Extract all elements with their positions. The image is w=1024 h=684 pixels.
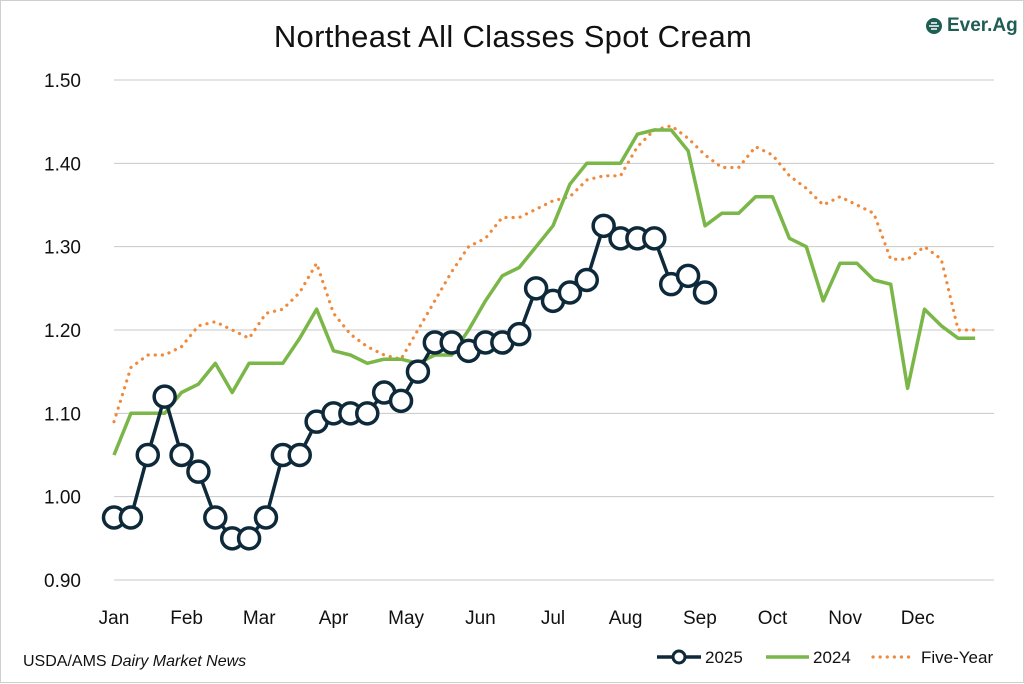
- series-point-2025: [169, 442, 194, 468]
- x-tick-label: Jun: [465, 608, 496, 629]
- series-point-2025: [692, 280, 718, 305]
- series-point-2025: [152, 384, 177, 409]
- series-line-five-year: [112, 124, 977, 424]
- y-tick-label: 1.40: [44, 154, 81, 175]
- legend-label-2024: 2024: [813, 648, 851, 667]
- series-line-2025: [114, 224, 707, 541]
- x-tick-label: Sep: [683, 608, 717, 629]
- series-point-2025: [287, 442, 312, 468]
- x-tick-label: Dec: [901, 608, 935, 629]
- legend-label-five-year: Five-Year: [921, 648, 993, 667]
- series-point-2025: [405, 359, 431, 384]
- ever-ag-logo-icon: [926, 18, 942, 34]
- series-point-2025: [388, 388, 414, 414]
- logo-text: Ever.Ag: [947, 15, 1018, 36]
- x-tick-label: Mar: [243, 608, 276, 629]
- x-tick-label: Nov: [828, 608, 862, 629]
- y-tick-label: 1.10: [44, 404, 81, 425]
- x-tick-label: Apr: [319, 608, 349, 629]
- series-point-2025: [118, 505, 144, 530]
- source-note: USDA/AMS Dairy Market News: [23, 653, 246, 671]
- series-point-2025: [557, 280, 583, 305]
- source-prefix: USDA/AMS: [23, 653, 112, 670]
- series-point-2025: [186, 459, 211, 484]
- x-tick-label: Aug: [609, 608, 643, 629]
- series-point-2025: [506, 321, 532, 347]
- x-tick-label: Jan: [99, 608, 130, 629]
- x-tick-label: Jul: [541, 608, 565, 629]
- legend-marker-2025: [671, 649, 687, 665]
- x-tick-label: Oct: [758, 608, 788, 629]
- series-point-2025: [203, 505, 228, 530]
- x-tick-label: Feb: [170, 608, 203, 629]
- y-tick-label: 1.20: [44, 321, 81, 342]
- series-point-2025: [253, 505, 279, 530]
- ever-ag-logo: Ever.Ag: [925, 15, 1018, 37]
- y-tick-label: 1.30: [44, 238, 81, 259]
- y-tick-label: 1.00: [44, 488, 81, 509]
- series-point-2025: [675, 263, 701, 289]
- series-point-2025: [523, 276, 549, 301]
- y-tick-label: 1.50: [44, 71, 81, 92]
- legend-label-2025: 2025: [705, 648, 743, 667]
- series-point-2025: [355, 401, 380, 426]
- series-line-2024: [112, 128, 976, 456]
- series-point-2025: [574, 267, 600, 293]
- series-point-2025: [642, 226, 667, 251]
- series-point-2025: [591, 213, 616, 239]
- source-italic: Dairy Market News: [111, 653, 247, 670]
- chart-title: Northeast All Classes Spot Cream: [273, 19, 753, 54]
- series-point-2025: [135, 442, 161, 468]
- series-point-2025: [236, 526, 262, 551]
- x-tick-label: May: [388, 608, 424, 629]
- y-tick-label: 0.90: [44, 571, 81, 592]
